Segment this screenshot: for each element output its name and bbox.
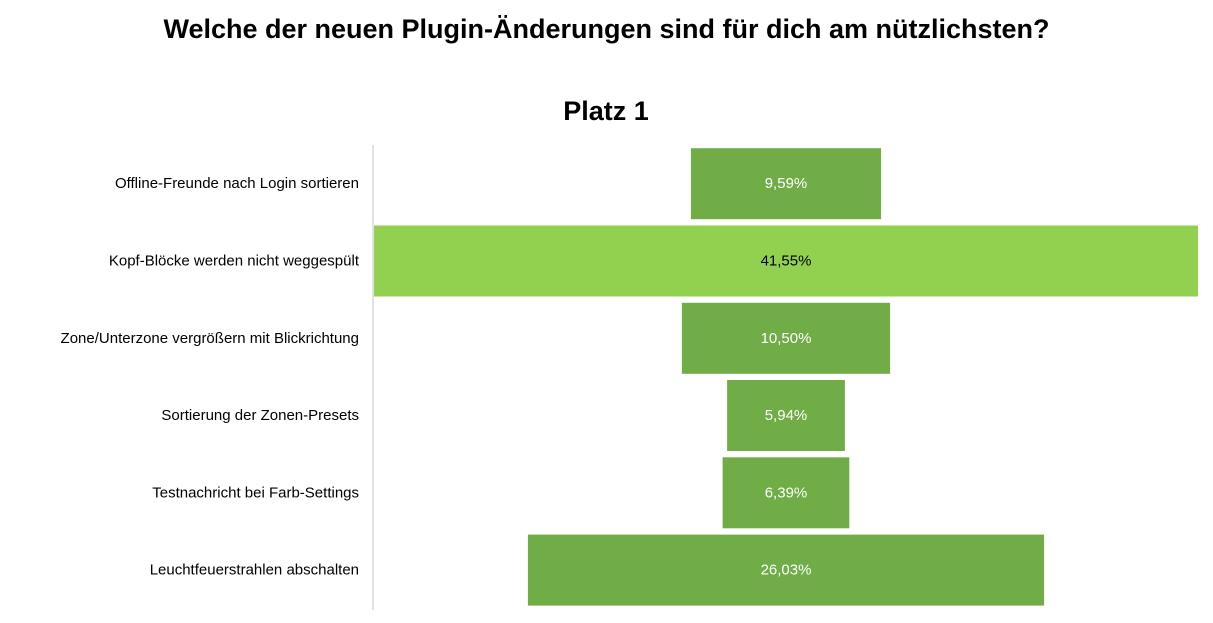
data-label-1: 9,59%: [765, 175, 808, 192]
bars-layer: [374, 148, 1198, 606]
category-label-2: Kopf-Blöcke werden nicht weggespült: [109, 252, 360, 269]
category-label-6: Leuchtfeuerstrahlen abschalten: [150, 562, 359, 579]
data-label-3: 10,50%: [761, 330, 812, 347]
data-label-4: 5,94%: [765, 407, 808, 424]
data-label-6: 26,03%: [761, 562, 812, 579]
category-label-4: Sortierung der Zonen-Presets: [161, 407, 359, 424]
data-label-2: 41,55%: [761, 252, 812, 269]
category-label-1: Offline-Freunde nach Login sortieren: [115, 175, 359, 192]
bar-6: [527, 534, 1045, 606]
category-label-3: Zone/Unterzone vergrößern mit Blickricht…: [61, 330, 359, 347]
bar-5: [722, 457, 850, 529]
chart-subtitle: Platz 1: [563, 96, 649, 126]
bar-2: [374, 225, 1198, 297]
category-label-5: Testnachricht bei Farb-Settings: [152, 484, 359, 501]
bar-1: [690, 148, 882, 220]
bar-3: [681, 302, 891, 374]
chart-title: Welche der neuen Plugin-Änderungen sind …: [163, 14, 1050, 44]
data-label-5: 6,39%: [765, 484, 808, 501]
bar-4: [727, 380, 845, 451]
labels-layer: 9,59% Offline-Freunde nach Login sortiere…: [61, 175, 812, 579]
